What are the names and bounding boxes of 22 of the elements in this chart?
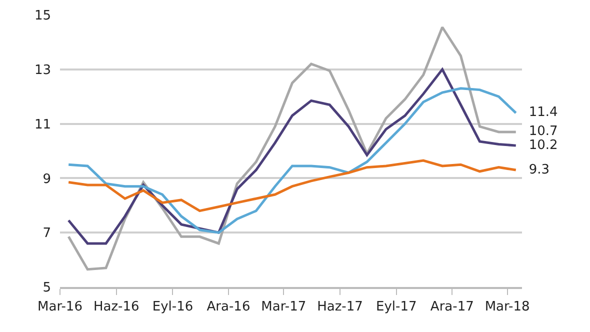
data-label: 9.3 <box>516 162 550 178</box>
data-label: 11.4 <box>516 105 558 120</box>
x-tick-label: Eyl-16 <box>152 299 194 314</box>
y-tick-label: 9 <box>42 172 51 187</box>
line-series <box>67 68 518 245</box>
x-tick-label: Ara-16 <box>206 299 250 314</box>
y-tick-label: 15 <box>34 8 51 24</box>
x-tick-label: Eyl-17 <box>376 299 417 314</box>
x-tick-label: Mar-17 <box>261 299 306 314</box>
line-series <box>67 159 518 212</box>
line-series <box>67 87 518 234</box>
x-tick-label: Mar-18 <box>484 299 530 314</box>
y-tick-label: 5 <box>42 280 51 296</box>
x-tick-label: Haz-16 <box>93 299 140 314</box>
x-tick-label: Haz-17 <box>317 299 363 314</box>
y-tick-label: 11 <box>34 117 51 132</box>
data-label: 10.2 <box>516 138 558 153</box>
x-tick-label: Mar-16 <box>38 299 82 314</box>
data-label: 10.7 <box>516 124 558 140</box>
y-tick-label: 7 <box>42 226 51 242</box>
x-tick-label: Ara-17 <box>430 299 474 314</box>
y-tick-label: 13 <box>34 62 51 78</box>
